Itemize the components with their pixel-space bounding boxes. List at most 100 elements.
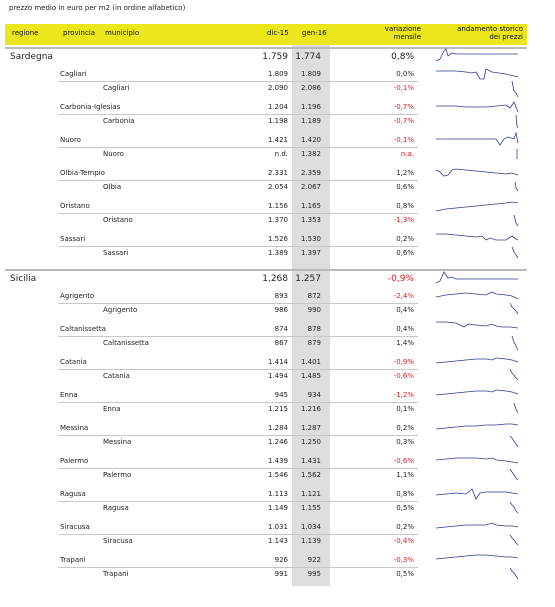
region-1-province-2-spark [435, 357, 519, 364]
region-1-province-1-city-dic15: 867 [274, 339, 288, 347]
region-1-province-2-underline [58, 369, 418, 370]
region-1-province-7-spark [435, 522, 519, 529]
region-1-province-3-name: Enna [60, 391, 78, 399]
region-1-province-6-spark [435, 488, 519, 500]
region-1-province-7-name: Siracusa [60, 523, 90, 531]
region-1-province-7-city-name: Siracusa [103, 537, 133, 545]
region-0-province-5-variazione: 0,2% [396, 235, 414, 243]
region-0-province-3-city-spark [514, 181, 519, 192]
region-1-province-1-city-gen16: 879 [307, 339, 321, 347]
region-1-province-4-spark-line [435, 423, 519, 430]
region-1-province-4-city-spark-line [509, 435, 519, 448]
region-0-province-3-city-dic15: 2.054 [267, 183, 288, 191]
region-0-province-2-dic15: 1.421 [267, 136, 288, 144]
region-1-province-3-city-spark-line [513, 402, 519, 414]
region-0-province-0-dic15: 1.809 [267, 70, 288, 78]
region-1-province-4-underline [58, 435, 418, 436]
region-0-province-0-city-dic15: 2.090 [267, 84, 288, 92]
region-0-province-2-variazione: -0,1% [393, 136, 414, 144]
region-0-province-3-dic15: 2.331 [267, 169, 288, 177]
region-1-province-5-city-gen16: 1.562 [300, 471, 321, 479]
region-0-rule [5, 47, 527, 49]
region-1-province-4-name: Messina [60, 424, 89, 432]
region-0-province-3-name: Olbia-Tempio [60, 169, 105, 177]
region-0-province-3-city-gen16: 2.067 [300, 183, 321, 191]
region-0-province-5-spark-line [436, 233, 519, 241]
region-1-province-4-city-name: Messina [103, 438, 132, 446]
region-0-province-0-city-spark [511, 80, 519, 98]
region-0-province-4-underline [58, 213, 418, 214]
region-1-province-6-city-variazione: 0,5% [396, 504, 414, 512]
region-1-province-7-city-dic15: 1.143 [267, 537, 288, 545]
header-variazione-line2: mensile [393, 33, 421, 41]
region-1-province-5-name: Palermo [60, 457, 89, 465]
region-1-province-1-variazione: 0,4% [396, 325, 414, 333]
region-0-province-5-spark [436, 233, 519, 241]
region-1-variazione: -0,9% [387, 274, 414, 284]
region-0-province-4-city-gen16: 1.353 [300, 216, 321, 224]
region-1-province-0-city-name: Agrigento [103, 306, 138, 314]
region-1-province-6-variazione: 0,8% [396, 490, 414, 498]
region-0-province-3-variazione: 1,2% [396, 169, 414, 177]
region-1-province-3-spark-line [435, 389, 519, 396]
region-0-province-1-dic15: 1.204 [267, 103, 288, 111]
region-1-province-7-city-variazione: -0,4% [393, 537, 414, 545]
region-1-province-7-underline [58, 534, 418, 535]
header-andamento-line1: andamento storico [457, 25, 523, 33]
region-1-province-5-city-spark [509, 468, 519, 481]
region-0-spark [435, 48, 518, 62]
region-1-province-1-spark [436, 321, 519, 329]
region-0-province-1-city-spark [515, 114, 519, 129]
region-1-province-5-dic15: 1.439 [267, 457, 288, 465]
region-1-province-8-dic15: 926 [274, 556, 288, 564]
region-0-province-0-spark [436, 68, 519, 80]
region-0-province-0-city-name: Cagliari [103, 84, 130, 92]
region-0-province-5-name: Sassari [60, 235, 86, 243]
region-1-province-8-city-name: Trapani [103, 570, 129, 578]
region-1-province-6-dic15: 1.113 [267, 490, 288, 498]
region-1-dic15: 1.268 [262, 274, 288, 284]
region-1-province-3-city-gen16: 1.216 [300, 405, 321, 413]
region-0-province-0-underline [58, 81, 418, 82]
header-provincia: provincia [63, 29, 96, 37]
region-1-province-5-city-dic15: 1.546 [267, 471, 288, 479]
region-1-province-4-spark [435, 423, 519, 430]
region-0-province-5-gen16: 1.530 [300, 235, 321, 243]
region-1-province-3-city-name: Enna [103, 405, 121, 413]
header-municipio: municipio [105, 29, 140, 37]
region-1-province-0-underline [58, 303, 418, 304]
region-0-province-2-city-variazione: n.a. [400, 150, 414, 158]
region-0-province-1-gen16: 1.196 [300, 103, 321, 111]
region-1-province-2-city-spark-line [509, 368, 519, 381]
region-1-province-8-name: Trapani [60, 556, 86, 564]
region-0-province-3-underline [58, 180, 418, 181]
region-0-province-0-city-variazione: -0,1% [393, 84, 414, 92]
region-1-province-8-city-spark-line [509, 567, 519, 580]
region-0-province-2-city-name: Nuoro [103, 150, 124, 158]
region-1-province-2-gen16: 1.401 [300, 358, 321, 366]
region-0-province-3-spark-line [435, 168, 519, 177]
region-1-province-2-city-spark [509, 368, 519, 381]
region-1-province-8-spark-line [435, 554, 519, 560]
header-dic15: dic-15 [267, 29, 289, 37]
region-1-province-7-city-spark-line [509, 534, 519, 546]
region-1-province-4-dic15: 1.284 [267, 424, 288, 432]
region-1-province-1-dic15: 874 [274, 325, 288, 333]
region-1-province-5-city-name: Palermo [103, 471, 132, 479]
region-1-province-2-city-dic15: 1.494 [267, 372, 288, 380]
region-1-province-2-variazione: -0,9% [393, 358, 414, 366]
region-1-province-8-underline [58, 567, 418, 568]
region-1-province-6-city-gen16: 1.155 [300, 504, 321, 512]
region-0-province-4-city-name: Oristano [103, 216, 133, 224]
region-1-province-3-city-variazione: 0,1% [396, 405, 414, 413]
region-0-province-5-city-variazione: 0,6% [396, 249, 414, 257]
region-1-province-3-underline [58, 402, 418, 403]
region-0-province-1-underline [58, 114, 418, 115]
region-0-province-5-city-dic15: 1.389 [267, 249, 288, 257]
region-1-province-3-dic15: 945 [274, 391, 288, 399]
region-1-province-6-name: Ragusa [60, 490, 86, 498]
region-0-province-1-name: Carbonia-Iglesias [60, 103, 121, 111]
region-1-province-8-city-variazione: 0,5% [396, 570, 414, 578]
region-0-province-1-variazione: -0,7% [393, 103, 414, 111]
region-0-province-3-city-name: Olbia [103, 183, 122, 191]
